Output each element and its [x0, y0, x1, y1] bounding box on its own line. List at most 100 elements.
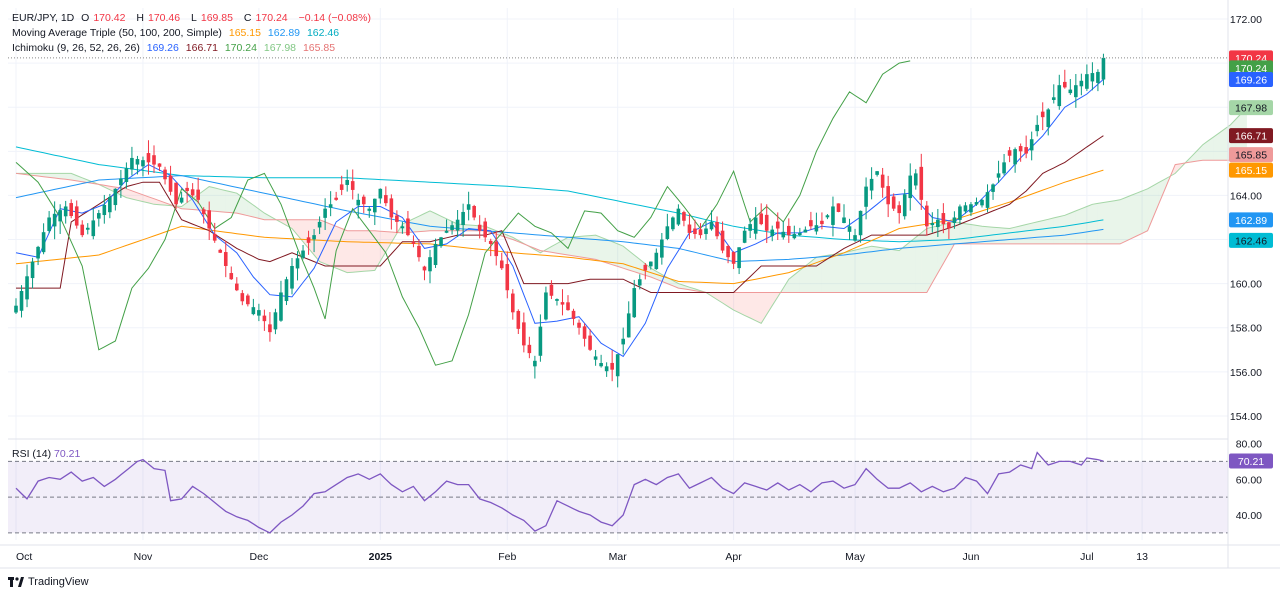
time-tick-label: May	[845, 551, 866, 563]
ma50-price-label-text: 165.15	[1235, 165, 1267, 177]
candle-up	[781, 231, 786, 238]
rsi-legend[interactable]: RSI (14) 70.21	[12, 448, 80, 460]
candle-up	[875, 171, 879, 175]
candle-up	[930, 223, 935, 226]
tenkan-price-label-text: 169.26	[1235, 74, 1267, 86]
cloud-segment	[1070, 210, 1076, 244]
candle-down	[571, 310, 576, 319]
candle-down	[306, 237, 311, 243]
candle-up	[665, 226, 670, 239]
ichimoku-legend[interactable]: Ichimoku (9, 26, 52, 26, 26) 169.26 166.…	[12, 42, 339, 54]
cloud-segment	[821, 255, 828, 293]
candle-down	[146, 153, 151, 163]
cloud-segment	[766, 292, 773, 315]
cloud-segment	[352, 230, 359, 273]
cloud-segment	[617, 243, 624, 269]
cloud-segment	[805, 261, 811, 293]
candle-up	[963, 205, 968, 212]
chikou-price-label-text: 170.24	[1235, 63, 1267, 75]
candle-down	[74, 206, 79, 226]
candle-down	[1007, 150, 1012, 156]
ma200-price-label-text: 162.46	[1235, 235, 1267, 247]
spanB-value: 165.85	[302, 42, 336, 54]
candle-up	[632, 288, 637, 318]
cloud-segment	[430, 210, 436, 231]
cloud-segment	[1120, 197, 1126, 244]
candle-up	[257, 310, 261, 316]
cloud-segment	[1131, 193, 1137, 239]
candle-up	[737, 247, 741, 269]
rsi-price-label-bg	[1229, 453, 1273, 469]
kijun-value: 166.71	[185, 42, 218, 54]
tenkan-price-label-bg	[1229, 71, 1273, 87]
cloud-segment	[303, 219, 309, 249]
candle-up	[654, 252, 659, 270]
cloud-segment	[794, 270, 800, 293]
candle-up	[1002, 162, 1006, 174]
candle-down	[698, 229, 703, 236]
candle-up	[847, 226, 852, 232]
candle-up	[439, 237, 443, 247]
cloud-segment	[280, 219, 287, 226]
open-value: O 170.42	[81, 12, 126, 24]
candle-up	[991, 184, 995, 192]
cloud-segment	[336, 226, 342, 271]
cloud-segment	[1026, 223, 1032, 244]
price-tick-label: 156.00	[1230, 367, 1262, 379]
candle-up	[108, 196, 112, 213]
cloud-segment	[959, 222, 966, 244]
symbol-label[interactable]: EUR/JPY, 1D	[12, 12, 75, 24]
candle-up	[660, 239, 664, 258]
candle-up	[676, 208, 681, 225]
cloud-segment	[374, 230, 381, 271]
cloud-segment	[915, 232, 922, 293]
close-value: C 170.24	[243, 12, 288, 24]
time-tick-label: Feb	[498, 551, 516, 563]
tradingview-logo[interactable]: TradingView	[8, 576, 89, 588]
candle-up	[461, 211, 465, 226]
candle-up	[1090, 73, 1095, 82]
cloud-segment	[1175, 163, 1181, 174]
kijun-price-label-text: 166.71	[1235, 131, 1267, 143]
tradingview-logo-icon	[8, 577, 24, 587]
cloud-segment	[347, 230, 353, 273]
candle-down	[919, 166, 924, 200]
cloud-segment	[772, 292, 778, 306]
cloud-segment	[976, 225, 982, 244]
candle-up	[85, 227, 90, 230]
candle-up	[97, 213, 101, 219]
rsi-line	[15, 451, 1104, 534]
candle-down	[566, 302, 570, 311]
cloud-segment	[573, 236, 580, 257]
candle-up	[1013, 149, 1017, 165]
candle-up	[1096, 71, 1100, 83]
candle-down	[406, 218, 410, 236]
cloud-segment	[595, 235, 602, 262]
spanB-price-label-bg	[1229, 147, 1273, 163]
cloud-segment	[832, 253, 839, 293]
cloud-segment	[1015, 225, 1021, 244]
cloud-segment	[606, 239, 613, 265]
candle-up	[113, 188, 118, 206]
cloud-segment	[866, 246, 872, 293]
senkou-span-a-line	[16, 107, 1248, 324]
candle-up	[301, 250, 305, 258]
cloud-segment	[1031, 221, 1038, 244]
candle-down	[185, 187, 189, 192]
kijun-line	[16, 135, 1104, 293]
ma-legend[interactable]: Moving Average Triple (50, 100, 200, Sim…	[12, 27, 343, 39]
cloud-segment	[1125, 195, 1132, 242]
cloud-segment	[258, 209, 265, 220]
ma50-price-label: 165.15	[1229, 162, 1273, 178]
ma200-line	[15, 146, 1104, 243]
cloud-segment	[893, 249, 900, 293]
cloud-segment	[385, 231, 392, 252]
candle-down	[472, 206, 476, 218]
candle-down	[720, 230, 725, 251]
candle-down	[693, 228, 697, 235]
cloud-segment	[926, 227, 933, 293]
tenkan-line	[15, 79, 1104, 358]
candle-up	[704, 228, 708, 235]
cloud-segment	[1136, 191, 1143, 237]
